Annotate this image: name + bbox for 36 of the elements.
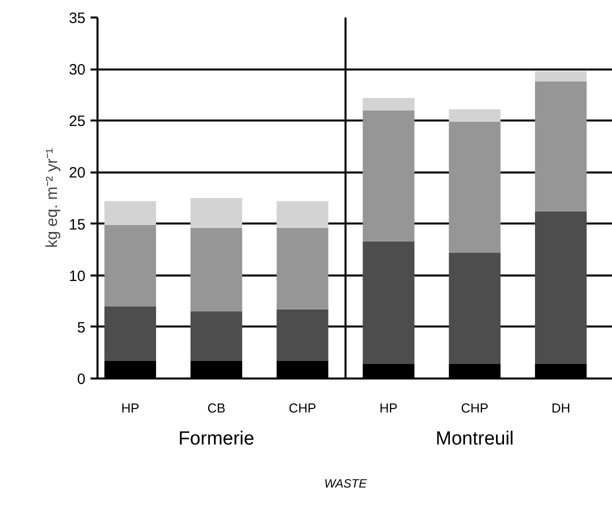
x-tick-label: DH: [551, 400, 570, 416]
bar: [534, 211, 587, 364]
x-tick-label: HP: [121, 400, 140, 416]
x-tick-label: CB: [207, 400, 226, 416]
text: WASTE: [324, 476, 368, 490]
bar: [190, 198, 242, 228]
y-tick-label: 0: [77, 371, 86, 388]
bar: [190, 228, 242, 312]
y-axis-title: kg eq. m⁻² yr⁻¹: [44, 148, 61, 248]
bar: [534, 71, 587, 82]
y-tick-label: 20: [68, 164, 86, 182]
bar: [362, 110, 414, 242]
bar: [534, 81, 587, 212]
x-tick-label: HP: [380, 400, 398, 416]
bar: [276, 309, 328, 361]
bar: [362, 241, 414, 364]
bar: [448, 252, 501, 364]
bar: [190, 311, 242, 361]
bar: [104, 201, 156, 225]
y-tick-label: 5: [77, 319, 86, 336]
bar: [448, 109, 501, 122]
bar: [104, 224, 156, 306]
y-tick-label: 15: [68, 216, 86, 234]
text: Montreuil: [436, 428, 514, 450]
bar: [276, 228, 328, 310]
y-tick-label: 25: [68, 113, 86, 130]
x-tick-label: CHP: [460, 400, 488, 416]
bar: [276, 201, 328, 228]
bar: [362, 98, 414, 110]
x-tick-label: CHP: [288, 400, 316, 416]
y-tick-label: 35: [68, 10, 86, 27]
bar: [448, 122, 501, 253]
bar: [104, 306, 156, 361]
y-tick-label: 10: [68, 268, 86, 285]
text: Formerie: [178, 428, 254, 450]
y-tick-label: 30: [68, 62, 86, 79]
